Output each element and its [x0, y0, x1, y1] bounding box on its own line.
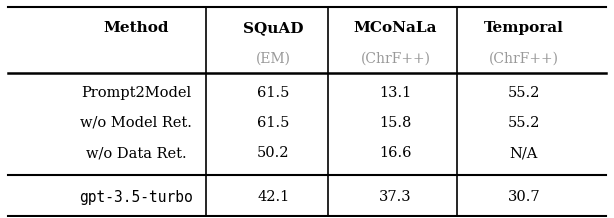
Text: (EM): (EM) — [256, 51, 291, 65]
Text: SQuAD: SQuAD — [243, 21, 304, 35]
Text: w/o Model Ret.: w/o Model Ret. — [80, 116, 192, 130]
Text: Method: Method — [103, 21, 169, 35]
Text: (ChrF++): (ChrF++) — [360, 51, 430, 65]
Text: (ChrF++): (ChrF++) — [489, 51, 559, 65]
Text: 42.1: 42.1 — [257, 190, 290, 204]
Text: 16.6: 16.6 — [379, 146, 412, 160]
Text: N/A: N/A — [510, 146, 538, 160]
Text: 55.2: 55.2 — [508, 86, 540, 100]
Text: 30.7: 30.7 — [508, 190, 540, 204]
Text: 61.5: 61.5 — [257, 86, 290, 100]
Text: 37.3: 37.3 — [379, 190, 412, 204]
Text: MCoNaLa: MCoNaLa — [354, 21, 437, 35]
Text: 61.5: 61.5 — [257, 116, 290, 130]
Text: Temporal: Temporal — [484, 21, 564, 35]
Text: 50.2: 50.2 — [257, 146, 290, 160]
Text: 15.8: 15.8 — [379, 116, 412, 130]
Text: gpt-3.5-turbo: gpt-3.5-turbo — [79, 190, 193, 205]
Text: 55.2: 55.2 — [508, 116, 540, 130]
Text: w/o Data Ret.: w/o Data Ret. — [85, 146, 186, 160]
Text: 13.1: 13.1 — [379, 86, 412, 100]
Text: Prompt2Model: Prompt2Model — [81, 86, 191, 100]
